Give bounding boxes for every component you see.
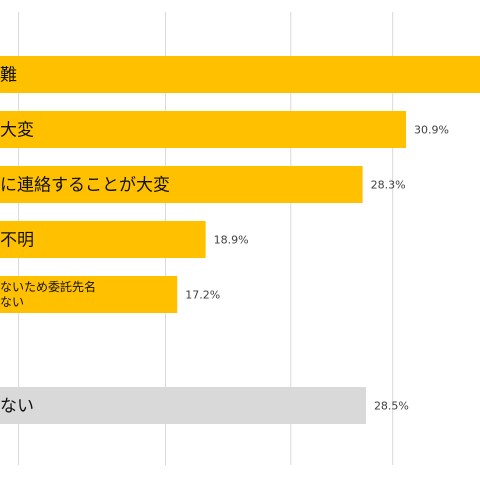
bar-1 xyxy=(0,111,407,148)
bar-4 xyxy=(0,276,178,313)
category-label-3-0: 不明 xyxy=(0,231,34,251)
category-label-4-1: ない xyxy=(0,295,24,309)
bar-2 xyxy=(0,166,363,203)
category-label-4-0: ないため委託先名 xyxy=(0,279,96,294)
value-label-1: 30.9% xyxy=(414,124,449,137)
category-label-6-0: ない xyxy=(0,397,34,417)
value-labels: 30.9% 28.3% 18.9% 17.2% 28.5% xyxy=(185,124,449,413)
category-label-2-0: に連絡することが大変 xyxy=(0,176,170,196)
value-label-4: 17.2% xyxy=(185,289,220,302)
category-label-0-0: 難 xyxy=(0,66,17,86)
bar-6 xyxy=(0,387,366,424)
value-label-2: 28.3% xyxy=(371,179,406,192)
bar-3 xyxy=(0,221,206,258)
bars xyxy=(0,56,480,424)
bar-0 xyxy=(0,56,480,93)
category-label-1-0: 大変 xyxy=(0,121,34,141)
value-label-3: 18.9% xyxy=(214,234,249,247)
value-label-6: 28.5% xyxy=(374,400,409,413)
